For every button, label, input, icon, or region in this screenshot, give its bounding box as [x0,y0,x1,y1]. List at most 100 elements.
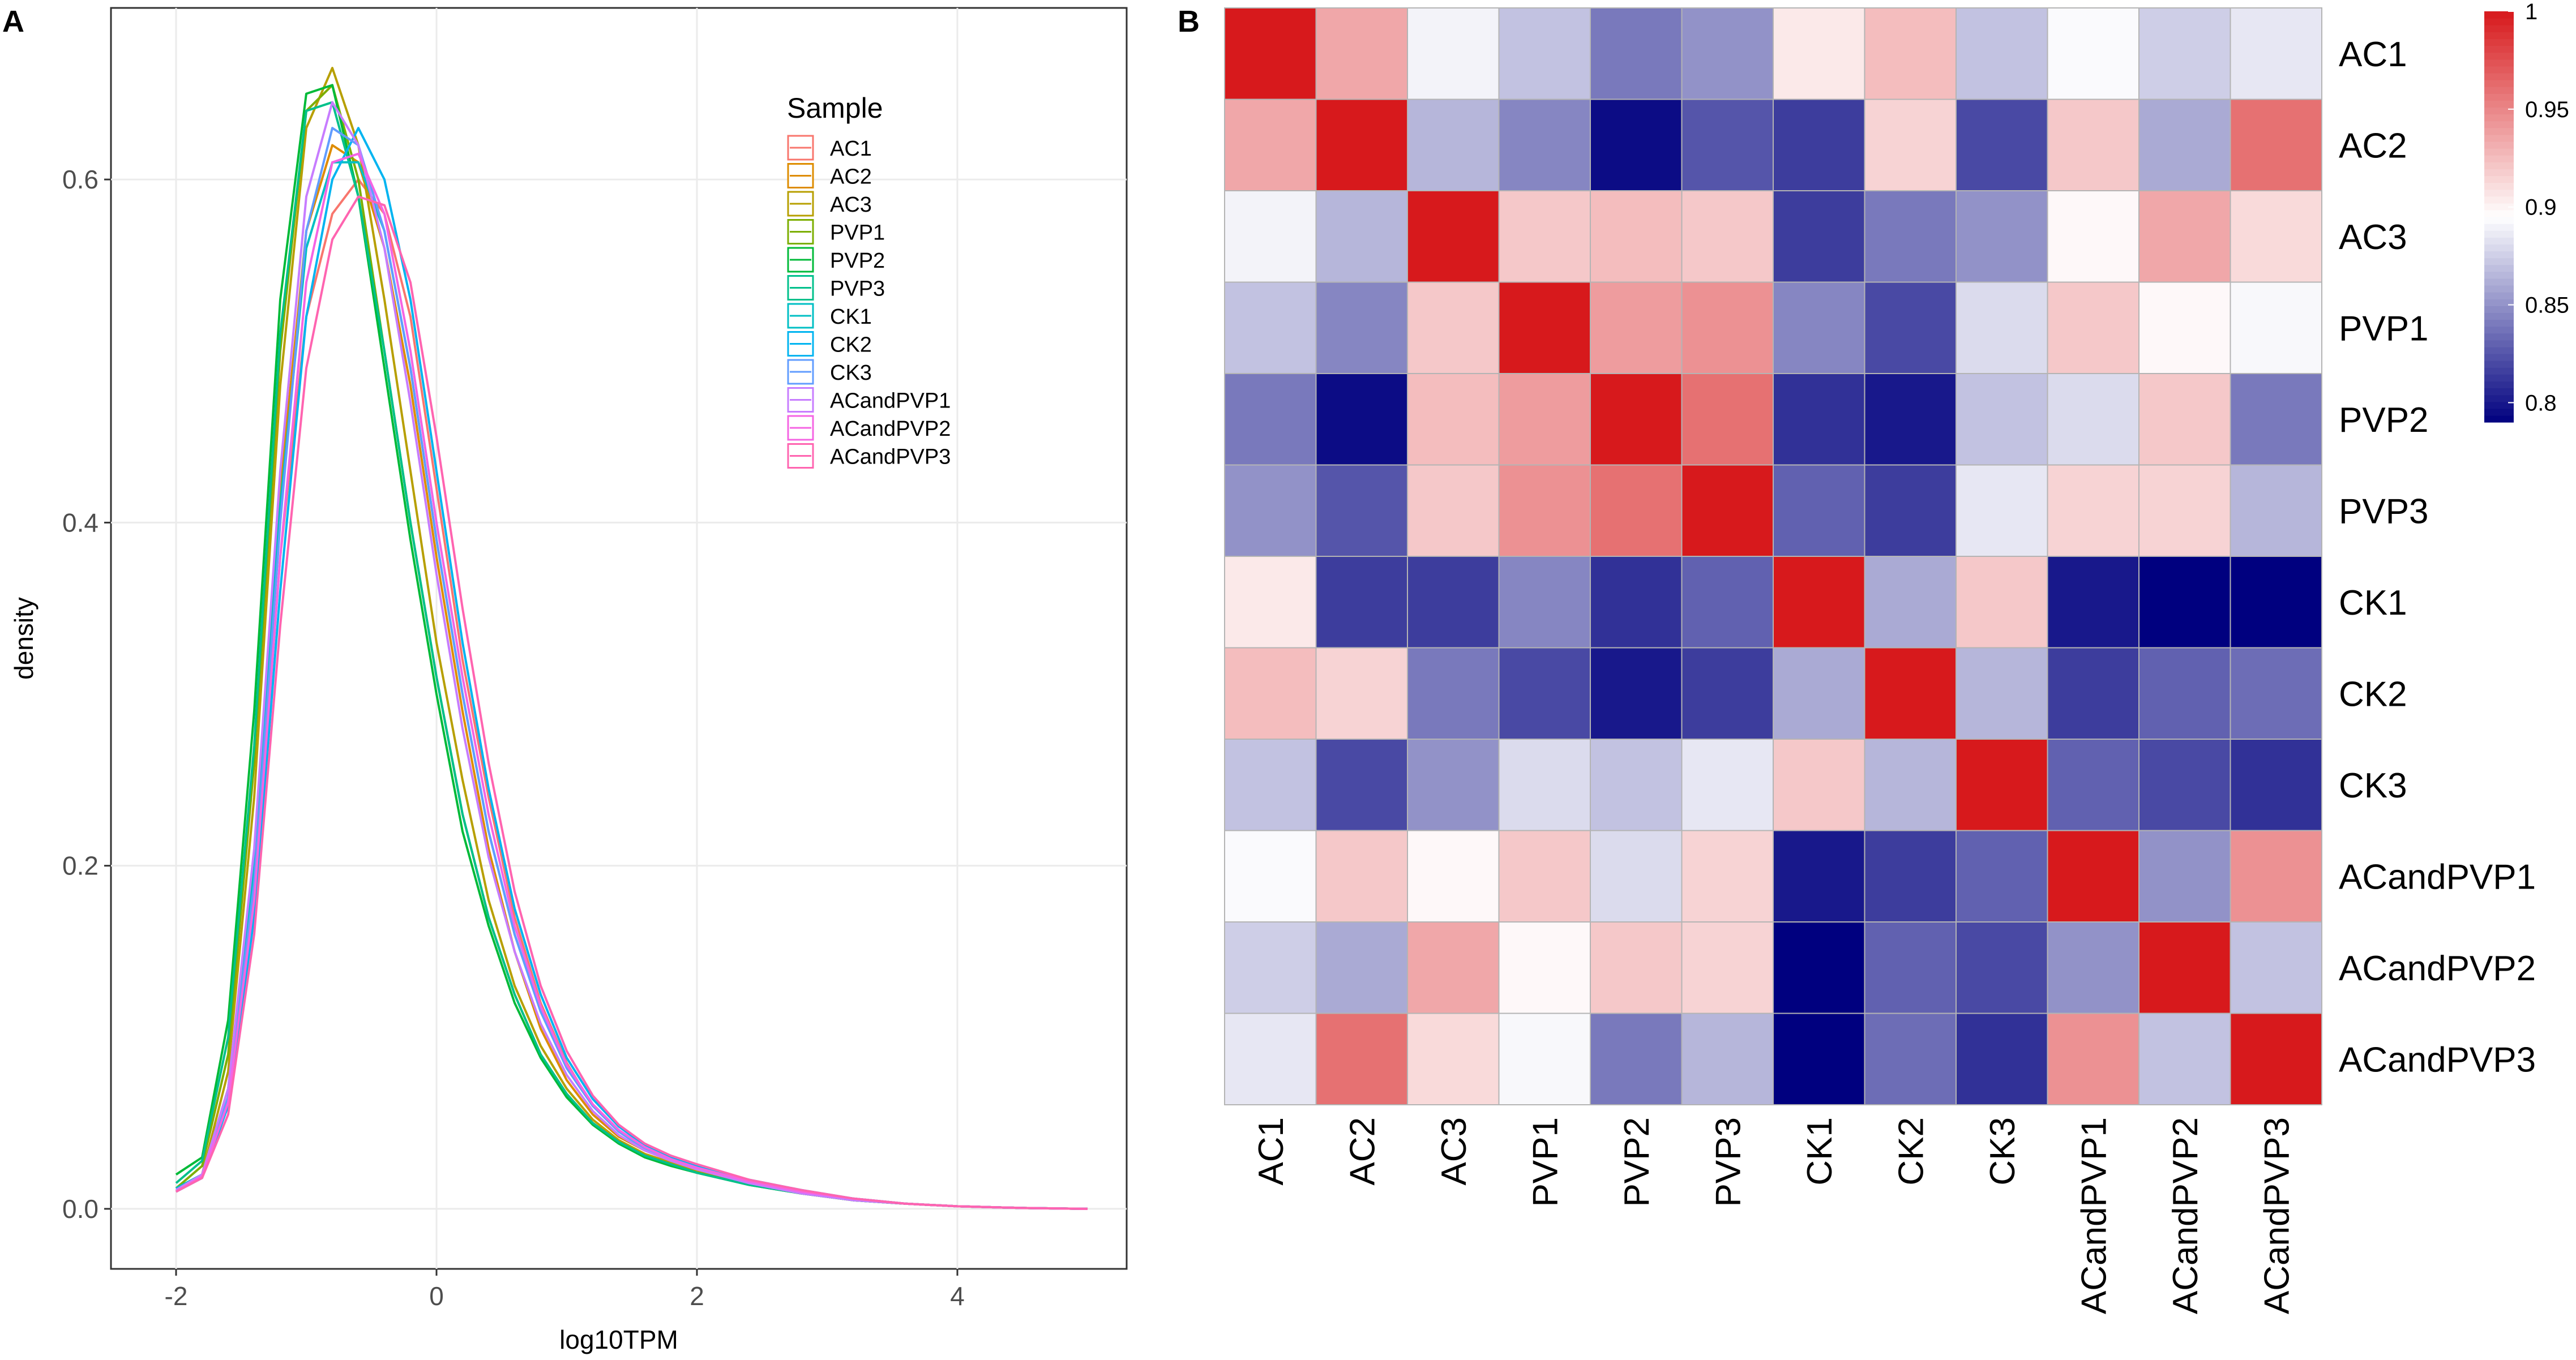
heatmap-cell-ck1-ac2 [1315,556,1408,649]
heatmap-cell-pvp1-ac3 [1407,281,1500,374]
heatmap-cell-acandpvp2-ck1 [1773,921,1865,1014]
heatmap-cell-acandpvp1-pvp2 [1590,830,1683,923]
heatmap-cell-acandpvp1-ck2 [1864,830,1957,923]
heatmap-cell-acandpvp3-pvp2 [1590,1013,1683,1105]
heatmap-cell-ck1-acandpvp2 [2138,556,2231,649]
heatmap-cell-ac1-ck3 [1955,7,2048,100]
heatmap-cell-pvp3-acandpvp1 [2047,464,2139,557]
row-label-acandpvp3: ACandPVP3 [2339,1040,2536,1079]
heatmap-cell-pvp1-ck1 [1773,281,1865,374]
heatmap-cell-ck1-ck2 [1864,556,1957,649]
row-label-pvp2: PVP2 [2339,401,2429,440]
density-grid [111,8,1127,1269]
heatmap-cell-ac1-ac3 [1407,7,1500,100]
heatmap-cell-ck2-pvp1 [1498,647,1591,740]
heatmap-cell-pvp2-acandpvp2 [2138,373,2231,466]
heatmap-cell-ck3-pvp3 [1681,739,1774,831]
heatmap-cell-ck1-pvp3 [1681,556,1774,649]
heatmap-cell-pvp2-pvp2 [1590,373,1683,466]
legend-label: CK3 [830,361,872,385]
heatmap-cell-pvp3-ac2 [1315,464,1408,557]
row-label-pvp3: PVP3 [2339,492,2429,531]
column-label-ac2: AC2 [1343,1117,1382,1186]
colorbar-segment [2484,319,2514,327]
heatmap-cell-ck3-ac2 [1315,739,1408,831]
colorbar-tick-label: 1 [2525,0,2538,24]
heatmap-cell-acandpvp2-ac3 [1407,921,1500,1014]
heatmap-cell-acandpvp2-pvp3 [1681,921,1774,1014]
heatmap-cell-pvp1-ac2 [1315,281,1408,374]
heatmap-cell-ac1-acandpvp1 [2047,7,2139,100]
panel-label-a: A [2,5,24,38]
x-tick-label: 0 [429,1281,444,1311]
legend-title: Sample [787,92,883,124]
heatmap-cell-pvp1-ck3 [1955,281,2048,374]
colorbar-segment [2484,38,2514,46]
row-label-ac3: AC3 [2339,218,2407,257]
heatmap-cell-ck2-acandpvp1 [2047,647,2139,740]
heatmap-cell-pvp2-pvp1 [1498,373,1591,466]
heatmap-cell-pvp3-pvp2 [1590,464,1683,557]
legend-label: PVP2 [830,249,885,273]
heatmap-cell-pvp3-acandpvp2 [2138,464,2231,557]
heatmap-cell-acandpvp3-ck1 [1773,1013,1865,1105]
heatmap-cell-ac1-pvp1 [1498,7,1591,100]
heatmap-cell-acandpvp3-acandpvp3 [2230,1013,2322,1105]
colorbar-segment [2484,72,2514,80]
heatmap-cell-pvp3-pvp3 [1681,464,1774,557]
colorbar-segment [2484,237,2514,244]
heatmap-cell-ac3-ck2 [1864,190,1957,283]
colorbar-segment [2484,18,2514,25]
heatmap-cell-acandpvp1-ac3 [1407,830,1500,923]
column-label-pvp3: PVP3 [1709,1117,1748,1207]
legend-label: PVP3 [830,277,885,301]
colorbar-segment [2484,251,2514,259]
column-label-ck2: CK2 [1892,1117,1931,1186]
heatmap-cell-acandpvp1-ac1 [1224,830,1317,923]
colorbar-segment [2484,121,2514,128]
column-label-acandpvp3: ACandPVP3 [2257,1117,2296,1314]
colorbar-segment [2484,141,2514,149]
heatmap-cell-ac3-acandpvp1 [2047,190,2139,283]
x-tick-label: 2 [690,1281,704,1311]
heatmap-cell-pvp2-ac1 [1224,373,1317,466]
colorbar-segment [2484,59,2514,67]
column-label-acandpvp2: ACandPVP2 [2166,1117,2205,1314]
heatmap-cell-pvp3-pvp1 [1498,464,1591,557]
heatmap-cell-pvp3-ac1 [1224,464,1317,557]
heatmap-cell-ac3-ac1 [1224,190,1317,283]
heatmap-cell-ac2-ck1 [1773,98,1865,191]
colorbar-segment [2484,196,2514,204]
heatmap-cell-pvp1-acandpvp3 [2230,281,2322,374]
heatmap-cell-acandpvp2-pvp2 [1590,921,1683,1014]
row-label-ck3: CK3 [2339,766,2407,805]
heatmap-cell-acandpvp1-acandpvp1 [2047,830,2139,923]
heatmap-cell-ac2-ck3 [1955,98,2048,191]
heatmap-cell-acandpvp2-ck2 [1864,921,1957,1014]
colorbar-segment [2484,258,2514,265]
colorbar-segment [2484,107,2514,115]
colorbar-segment [2484,155,2514,162]
colorbar-segment [2484,80,2514,87]
heatmap-cell-acandpvp3-pvp3 [1681,1013,1774,1105]
heatmap-cell-pvp1-pvp1 [1498,281,1591,374]
heatmap-cell-ac2-ck2 [1864,98,1957,191]
colorbar-segment [2484,292,2514,299]
column-label-ac3: AC3 [1435,1117,1474,1186]
heatmap-cell-pvp2-ck1 [1773,373,1865,466]
heatmap-cell-acandpvp3-acandpvp1 [2047,1013,2139,1105]
heatmap-cell-acandpvp1-acandpvp3 [2230,830,2322,923]
density-y-axis: 0.0 0.2 0.4 0.6 [62,165,111,1224]
density-line-acandpvp1 [175,101,1088,1210]
heatmap-cell-ac2-pvp3 [1681,98,1774,191]
colorbar-segment [2484,312,2514,320]
heatmap-cell-pvp2-ac3 [1407,373,1500,466]
heatmap-cell-ac2-pvp2 [1590,98,1683,191]
heatmap-cell-ac3-ck1 [1773,190,1865,283]
colorbar-segment [2484,271,2514,279]
heatmap-cell-ac1-ck2 [1864,7,1957,100]
heatmap-cell-ck2-ac1 [1224,647,1317,740]
heatmap-cell-ac3-ac2 [1315,190,1408,283]
heatmap-cell-ac3-acandpvp2 [2138,190,2231,283]
